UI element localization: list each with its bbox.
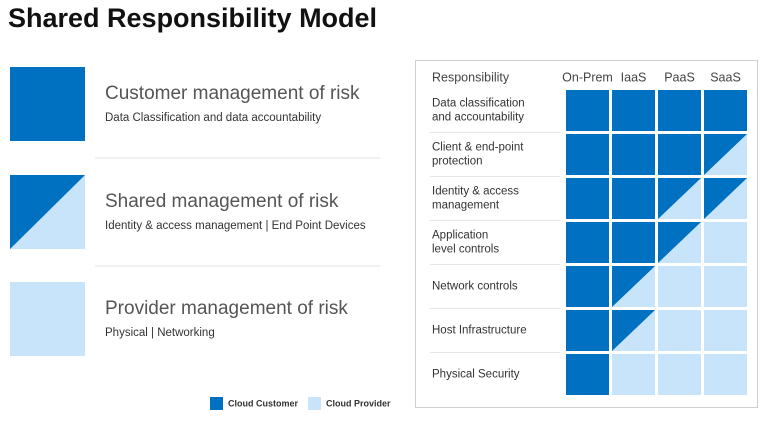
matrix-cell [566,310,609,351]
column-header: IaaS [621,70,647,84]
matrix-cell [658,266,701,307]
matrix-cell [566,134,609,175]
matrix-cell [704,310,747,351]
matrix-cell [704,222,747,263]
matrix-cell [566,222,609,263]
matrix-cell [612,134,655,175]
row-label: Data classification [432,98,525,110]
matrix-cell-customer-part [612,266,655,307]
legend-swatch [308,397,321,410]
matrix-cell [612,90,655,131]
row-label: Network controls [432,281,518,293]
matrix-cell [658,354,701,395]
column-header: On-Prem [562,70,613,84]
row-label: and accountability [432,112,524,124]
matrix-cell [704,354,747,395]
matrix-cell [658,90,701,131]
model-detail: Physical | Networking [105,327,215,339]
model-detail: Identity & access management | End Point… [105,220,366,232]
row-label: level controls [432,244,499,256]
matrix-cell [566,354,609,395]
row-label: Host Infrastructure [432,325,527,337]
matrix-cell-customer-part [658,222,701,263]
model-swatch-customer-part [10,175,85,249]
model-heading: Customer management of risk [105,83,360,104]
model-detail: Data Classification and data accountabil… [105,112,321,124]
row-label: Client & end-point [432,142,524,154]
legend-label: Cloud Customer [228,398,298,408]
matrix-cell [566,178,609,219]
matrix-cell [566,266,609,307]
page-title: Shared Responsibility Model [8,3,377,33]
matrix-cell [612,178,655,219]
row-label: Physical Security [432,369,520,381]
matrix-cell [658,310,701,351]
matrix-cell-customer-part [658,178,701,219]
model-heading: Shared management of risk [105,191,339,212]
matrix-cell [566,90,609,131]
model-heading: Provider management of risk [105,298,348,319]
row-label: management [432,200,500,212]
row-label: Identity & access [432,186,519,198]
matrix-cell [658,134,701,175]
legend-swatch [210,397,223,410]
matrix-cell [704,266,747,307]
model-swatch [10,67,85,141]
matrix-cell-customer-part [612,310,655,351]
row-label: protection [432,156,483,168]
model-swatch [10,282,85,356]
matrix-cell-customer-part [704,178,747,219]
column-header: PaaS [664,70,695,84]
legend-label: Cloud Provider [326,398,391,408]
matrix-cell-customer-part [704,134,747,175]
matrix-cell [704,90,747,131]
matrix-header: Responsibility [432,70,510,84]
column-header: SaaS [710,70,741,84]
matrix-cell [612,222,655,263]
matrix-cell [612,354,655,395]
row-label: Application [432,230,488,242]
